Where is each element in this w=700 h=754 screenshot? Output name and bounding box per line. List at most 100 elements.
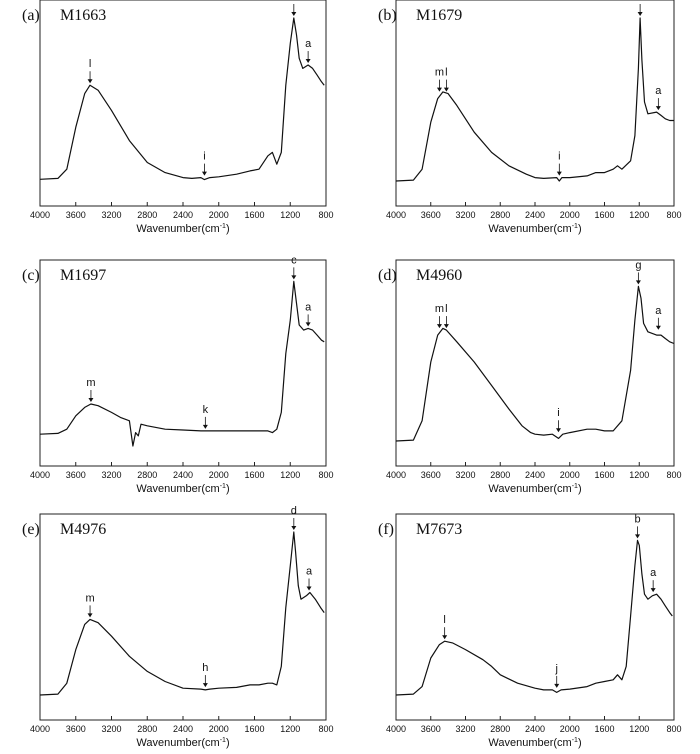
x-axis-title: Wavenumber(cm-1) — [136, 737, 229, 749]
x-tick-label: 1200 — [629, 724, 649, 734]
x-tick-label: 3200 — [101, 210, 121, 220]
peak-label: a — [655, 305, 662, 317]
peak-label: a — [306, 565, 313, 577]
x-tick-label: 3600 — [421, 470, 441, 480]
peak-arrowhead — [655, 325, 661, 330]
x-tick-label: 1600 — [594, 470, 614, 480]
peak-arrowhead — [436, 87, 442, 92]
peak-arrowhead — [635, 534, 641, 539]
peak-label: k — [203, 404, 209, 416]
x-tick-label: 3600 — [66, 470, 86, 480]
x-tick-label: 1200 — [280, 210, 300, 220]
peak-arrowhead — [87, 79, 93, 84]
x-tick-label: 4000 — [30, 210, 50, 220]
panel-label: (c) — [22, 267, 40, 284]
peak-label: m — [435, 303, 444, 315]
x-tick-label: 1600 — [244, 470, 264, 480]
x-tick-label: 2800 — [137, 470, 157, 480]
plot-frame — [39, 259, 327, 467]
sample-id: M1697 — [60, 267, 106, 284]
x-tick-label: 2800 — [490, 470, 510, 480]
plot-frame — [395, 513, 675, 721]
peak-label: f — [639, 0, 643, 3]
peak-label: a — [650, 567, 657, 579]
x-tick-label: 2800 — [137, 210, 157, 220]
x-axis-title: Wavenumber(cm-1) — [488, 483, 581, 495]
peak-arrowhead — [637, 12, 643, 16]
x-tick-label: 3600 — [421, 724, 441, 734]
x-tick-label: 3200 — [101, 470, 121, 480]
peak-label: a — [305, 38, 312, 50]
panel-f: (f) M7673 4000 3600 3200 2800 2400 2000 1600 1200… — [378, 513, 682, 749]
x-tick-label: 3600 — [66, 724, 86, 734]
panel-label: (b) — [378, 7, 397, 24]
spectrum-line — [39, 280, 325, 447]
peak-arrowhead — [291, 526, 297, 530]
peak-arrowhead — [443, 87, 449, 92]
panel-label: (d) — [378, 267, 397, 284]
sample-id: M4960 — [416, 267, 462, 284]
x-tick-label: 2400 — [173, 724, 193, 734]
x-tick-label: 4000 — [386, 210, 406, 220]
peak-label: m — [85, 592, 94, 604]
x-tick-label: 3200 — [455, 724, 475, 734]
spectrum-line — [39, 17, 325, 181]
peak-arrowhead — [305, 59, 311, 64]
plot-frame — [39, 0, 327, 207]
x-axis-title: Wavenumber(cm-1) — [136, 483, 229, 495]
x-tick-label: 2000 — [560, 470, 580, 480]
panel-d: (d) M4960 4000 3600 3200 2800 2400 2000 1600 1200… — [378, 259, 682, 495]
sample-id: M1679 — [416, 7, 462, 24]
peak-label: d — [291, 505, 297, 517]
peak-arrowhead — [556, 171, 562, 176]
peak-label: l — [443, 614, 445, 626]
x-tick-label: 3600 — [66, 210, 86, 220]
x-tick-label: 2800 — [490, 210, 510, 220]
x-tick-label: 1200 — [629, 470, 649, 480]
peak-arrowhead — [443, 324, 449, 329]
plot-frame — [395, 0, 675, 207]
peak-label: l — [445, 67, 447, 79]
spectrum-line — [39, 531, 325, 696]
x-tick-label: 2000 — [560, 210, 580, 220]
x-tick-label: 3200 — [101, 724, 121, 734]
peak-arrowhead — [202, 424, 208, 429]
peak-arrowhead — [305, 322, 311, 327]
peak-arrowhead — [554, 683, 560, 688]
x-tick-label: 1600 — [244, 724, 264, 734]
peak-label: e — [291, 0, 297, 3]
panel-a: (a) M1663 4000 3600 3200 2800 2400 2000 1600 1200… — [22, 0, 334, 235]
panel-e: (e) M4976 4000 3600 3200 2800 2400 2000 1600 1200… — [22, 505, 334, 749]
peak-label: a — [655, 85, 662, 97]
x-tick-label: 2400 — [525, 724, 545, 734]
x-tick-label: 2000 — [560, 724, 580, 734]
x-tick-label: 2000 — [209, 470, 229, 480]
sample-id: M7673 — [416, 521, 462, 538]
peak-arrowhead — [291, 12, 297, 16]
peak-label: i — [203, 151, 205, 163]
plot-frame — [395, 259, 675, 467]
x-tick-label: 1600 — [594, 724, 614, 734]
x-tick-label: 4000 — [386, 724, 406, 734]
x-tick-label: 800 — [666, 470, 681, 480]
peak-label: l — [445, 303, 447, 315]
x-tick-label: 1200 — [280, 470, 300, 480]
x-tick-label: 800 — [318, 724, 333, 734]
x-tick-label: 800 — [666, 210, 681, 220]
peak-arrowhead — [201, 171, 207, 176]
peak-arrowhead — [88, 398, 94, 402]
x-tick-label: 2400 — [173, 470, 193, 480]
peak-label: a — [305, 301, 312, 313]
peak-arrowhead — [87, 613, 93, 618]
spectrum-line — [395, 285, 675, 442]
x-tick-label: 800 — [666, 724, 681, 734]
x-tick-label: 1600 — [244, 210, 264, 220]
plot-frame — [39, 513, 327, 721]
x-tick-label: 2400 — [525, 210, 545, 220]
x-tick-label: 800 — [318, 210, 333, 220]
x-tick-label: 2800 — [490, 724, 510, 734]
peak-label: g — [635, 259, 641, 271]
sample-id: M1663 — [60, 7, 106, 24]
x-axis-title: Wavenumber(cm-1) — [136, 223, 229, 235]
